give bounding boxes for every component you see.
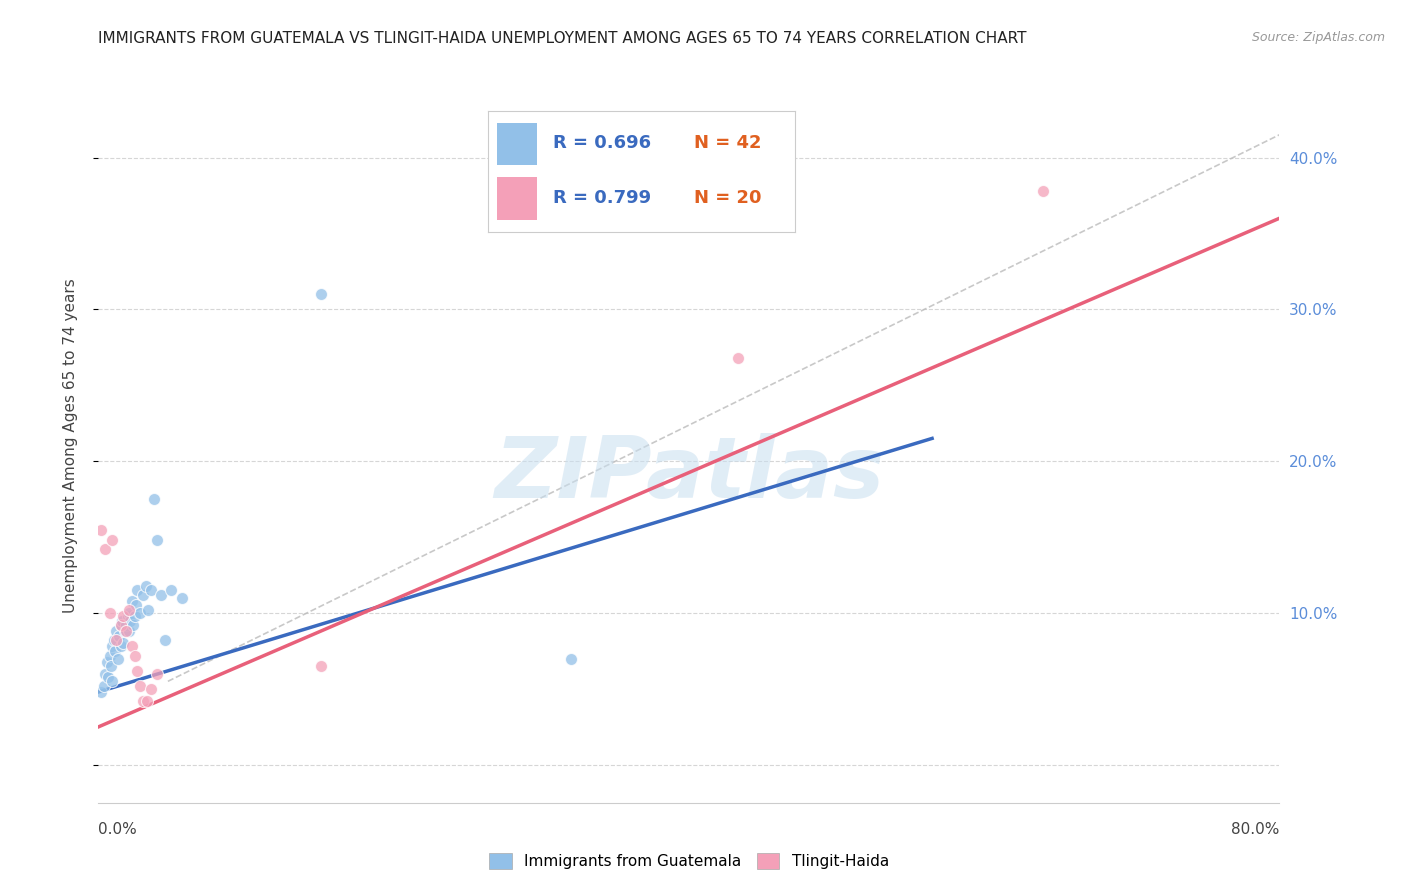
Point — [124, 609, 146, 624]
Point — [94, 666, 117, 681]
Point — [108, 629, 131, 643]
Point — [101, 533, 124, 548]
Point — [143, 492, 166, 507]
Point — [727, 351, 749, 365]
Point — [159, 583, 181, 598]
Point — [120, 614, 142, 628]
Point — [101, 674, 124, 689]
Point — [129, 679, 152, 693]
Point — [129, 606, 152, 620]
Point — [118, 606, 141, 620]
Text: 0.0%: 0.0% — [98, 822, 138, 837]
Point — [98, 648, 121, 663]
Point — [110, 640, 132, 654]
Point — [118, 603, 141, 617]
Point — [94, 542, 117, 557]
Point — [146, 533, 169, 548]
Text: Source: ZipAtlas.com: Source: ZipAtlas.com — [1251, 31, 1385, 45]
Point — [121, 594, 143, 608]
Legend: Immigrants from Guatemala, Tlingit-Haida: Immigrants from Guatemala, Tlingit-Haida — [482, 847, 896, 875]
Point — [127, 664, 149, 678]
Point — [309, 659, 332, 673]
Point — [309, 287, 332, 301]
Point — [115, 618, 138, 632]
Point — [135, 579, 157, 593]
Point — [104, 644, 127, 658]
Point — [98, 606, 121, 620]
Point — [138, 603, 160, 617]
Point — [101, 640, 124, 654]
Point — [127, 583, 149, 598]
Point — [132, 588, 155, 602]
Point — [122, 618, 145, 632]
Point — [112, 609, 135, 624]
Text: 80.0%: 80.0% — [1232, 822, 1279, 837]
Point — [153, 633, 176, 648]
Point — [141, 583, 163, 598]
Point — [1032, 184, 1054, 198]
Point — [125, 599, 148, 613]
Text: ZIPatlas: ZIPatlas — [494, 433, 884, 516]
Text: IMMIGRANTS FROM GUATEMALA VS TLINGIT-HAIDA UNEMPLOYMENT AMONG AGES 65 TO 74 YEAR: IMMIGRANTS FROM GUATEMALA VS TLINGIT-HAI… — [98, 31, 1026, 46]
Point — [115, 624, 138, 639]
Point — [103, 633, 125, 648]
Point — [97, 670, 120, 684]
Point — [105, 624, 128, 639]
Point — [105, 633, 128, 648]
Point — [141, 681, 163, 696]
Point — [124, 648, 146, 663]
Point — [117, 609, 139, 624]
Point — [170, 591, 193, 605]
Point — [560, 651, 582, 665]
Point — [93, 679, 115, 693]
Point — [132, 694, 155, 708]
Point — [107, 651, 129, 665]
Point — [149, 588, 172, 602]
Point — [110, 618, 132, 632]
Point — [90, 685, 112, 699]
Point — [100, 659, 122, 673]
Point — [110, 618, 132, 632]
Point — [114, 624, 136, 639]
Point — [121, 640, 143, 654]
Point — [111, 614, 134, 628]
Point — [96, 655, 118, 669]
Y-axis label: Unemployment Among Ages 65 to 74 years: Unemployment Among Ages 65 to 74 years — [63, 278, 77, 614]
Point — [112, 636, 135, 650]
Point — [90, 523, 112, 537]
Point — [136, 694, 159, 708]
Point — [118, 624, 141, 639]
Point — [146, 666, 169, 681]
